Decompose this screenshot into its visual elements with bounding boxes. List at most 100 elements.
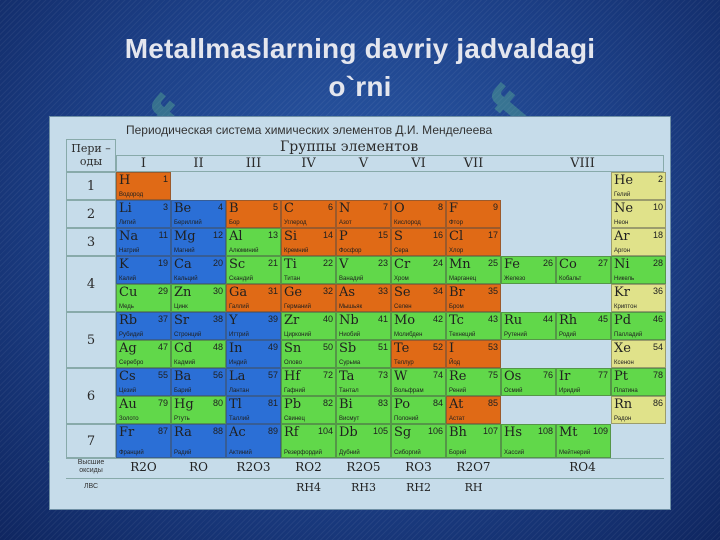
element-name: Дубний — [339, 450, 360, 456]
period-label-4: 4 — [66, 256, 116, 312]
element-cell-rn: Rn 86 Радон — [611, 396, 666, 424]
element-name: Бром — [449, 304, 464, 310]
element-name: Натрий — [119, 248, 140, 254]
slide-title-line-2: o`rni — [328, 71, 392, 102]
element-name: Гелий — [614, 192, 631, 198]
element-name: Неон — [614, 220, 629, 226]
element-number: 16 — [432, 230, 443, 240]
element-name: Марганец — [449, 276, 477, 282]
element-cell-w: W 74 Вольфрам — [391, 368, 446, 396]
element-number: 75 — [487, 370, 498, 380]
element-name: Актиний — [229, 450, 252, 456]
element-symbol: Li — [119, 201, 132, 216]
group-label-8: VIII — [570, 156, 595, 171]
oxide-formula: RO3 — [405, 460, 432, 474]
element-cell-f: F 9 Фтор — [446, 200, 501, 228]
oxide-formula: RO — [189, 460, 208, 474]
element-symbol: Ag — [119, 341, 137, 356]
element-name: Фтор — [449, 220, 463, 226]
periodic-table: Периодическая система химических элемент… — [49, 116, 671, 510]
element-symbol: Ga — [229, 285, 248, 300]
element-number: 10 — [652, 202, 663, 212]
element-name: Калий — [119, 276, 137, 282]
element-number: 38 — [212, 314, 223, 324]
element-name: Молибден — [394, 332, 423, 338]
element-cell-la: La 57 Лантан — [226, 368, 281, 396]
element-number: 88 — [212, 426, 223, 436]
element-cell-as: As 33 Мышьяк — [336, 284, 391, 312]
element-symbol: Ca — [174, 257, 192, 272]
element-number: 43 — [487, 314, 498, 324]
element-name: Радон — [614, 416, 632, 422]
element-cell-b: B 5 Бор — [226, 200, 281, 228]
element-symbol: Zr — [284, 313, 300, 328]
element-cell-co: Co 27 Кобальт — [556, 256, 611, 284]
element-cell-re: Re 75 Рений — [446, 368, 501, 396]
element-symbol: Rb — [119, 313, 138, 328]
element-number: 22 — [322, 258, 333, 268]
element-name: Азот — [339, 220, 352, 226]
element-symbol: Po — [394, 397, 411, 412]
element-name: Йод — [449, 360, 461, 366]
element-number: 28 — [652, 258, 663, 268]
element-name: Технеций — [449, 332, 476, 338]
element-cell-hg: Hg 80 Ртуть — [171, 396, 226, 424]
element-symbol: Sc — [229, 257, 246, 272]
element-cell-y: Y 39 Иттрий — [226, 312, 281, 340]
periods-header: Пери – оды — [66, 139, 116, 172]
element-symbol: Ru — [504, 313, 523, 328]
element-name: Рутений — [504, 332, 528, 338]
element-number: 20 — [212, 258, 223, 268]
element-number: 109 — [592, 426, 608, 436]
element-name: Хассий — [504, 450, 525, 456]
element-number: 80 — [212, 398, 223, 408]
element-cell-au: Au 79 Золото — [116, 396, 171, 424]
element-cell-ge: Ge 32 Германий — [281, 284, 336, 312]
element-symbol: Mg — [174, 229, 196, 244]
element-number: 36 — [652, 286, 663, 296]
element-name: Литий — [119, 220, 136, 226]
oxide-formula: RO4 — [569, 460, 596, 474]
element-cell-se: Se 34 Селен — [391, 284, 446, 312]
element-symbol: Al — [229, 229, 243, 244]
element-name: Цезий — [119, 388, 137, 394]
element-number: 9 — [492, 202, 498, 212]
element-cell-zn: Zn 30 Цинк — [171, 284, 226, 312]
element-number: 55 — [157, 370, 168, 380]
element-name: Гафний — [284, 388, 306, 394]
element-number: 32 — [322, 286, 333, 296]
element-cell-ac: Ac 89 Актиний — [226, 424, 281, 458]
element-symbol: As — [339, 285, 356, 300]
slide-title: Metallmaslarning davriy jadvaldagi o`rni — [0, 30, 720, 106]
element-symbol: Fr — [119, 425, 135, 440]
oxide-formula: RO2 — [295, 460, 322, 474]
element-cell-ba: Ba 56 Барий — [171, 368, 226, 396]
element-symbol: Se — [394, 285, 411, 300]
element-cell-ni: Ni 28 Никель — [611, 256, 666, 284]
element-symbol: Mn — [449, 257, 471, 272]
element-number: 27 — [597, 258, 608, 268]
element-cell-ca: Ca 20 Кальций — [171, 256, 226, 284]
element-cell-ag: Ag 47 Серебро — [116, 340, 171, 368]
element-number: 52 — [432, 342, 443, 352]
element-symbol: Nb — [339, 313, 359, 328]
element-cell-pd: Pd 46 Палладий — [611, 312, 666, 340]
element-symbol: Pd — [614, 313, 632, 328]
element-symbol: Ir — [559, 369, 571, 384]
element-cell-h: H 1 Водород — [116, 172, 171, 200]
element-name: Водород — [119, 192, 144, 198]
element-symbol: Br — [449, 285, 465, 300]
periodic-table-title: Периодическая система химических элемент… — [126, 123, 493, 137]
element-number: 34 — [432, 286, 443, 296]
element-name: Ванадий — [339, 276, 364, 282]
element-name: Платина — [614, 388, 638, 394]
element-symbol: Os — [504, 369, 522, 384]
element-cell-o: O 8 Кислород — [391, 200, 446, 228]
groups-header: Группы элементов — [280, 139, 419, 155]
element-number: 56 — [212, 370, 223, 380]
element-symbol: Sg — [394, 425, 412, 440]
element-symbol: H — [119, 173, 131, 188]
element-cell-be: Be 4 Бериллий — [171, 200, 226, 228]
element-number: 72 — [322, 370, 333, 380]
element-name: Германий — [284, 304, 311, 310]
